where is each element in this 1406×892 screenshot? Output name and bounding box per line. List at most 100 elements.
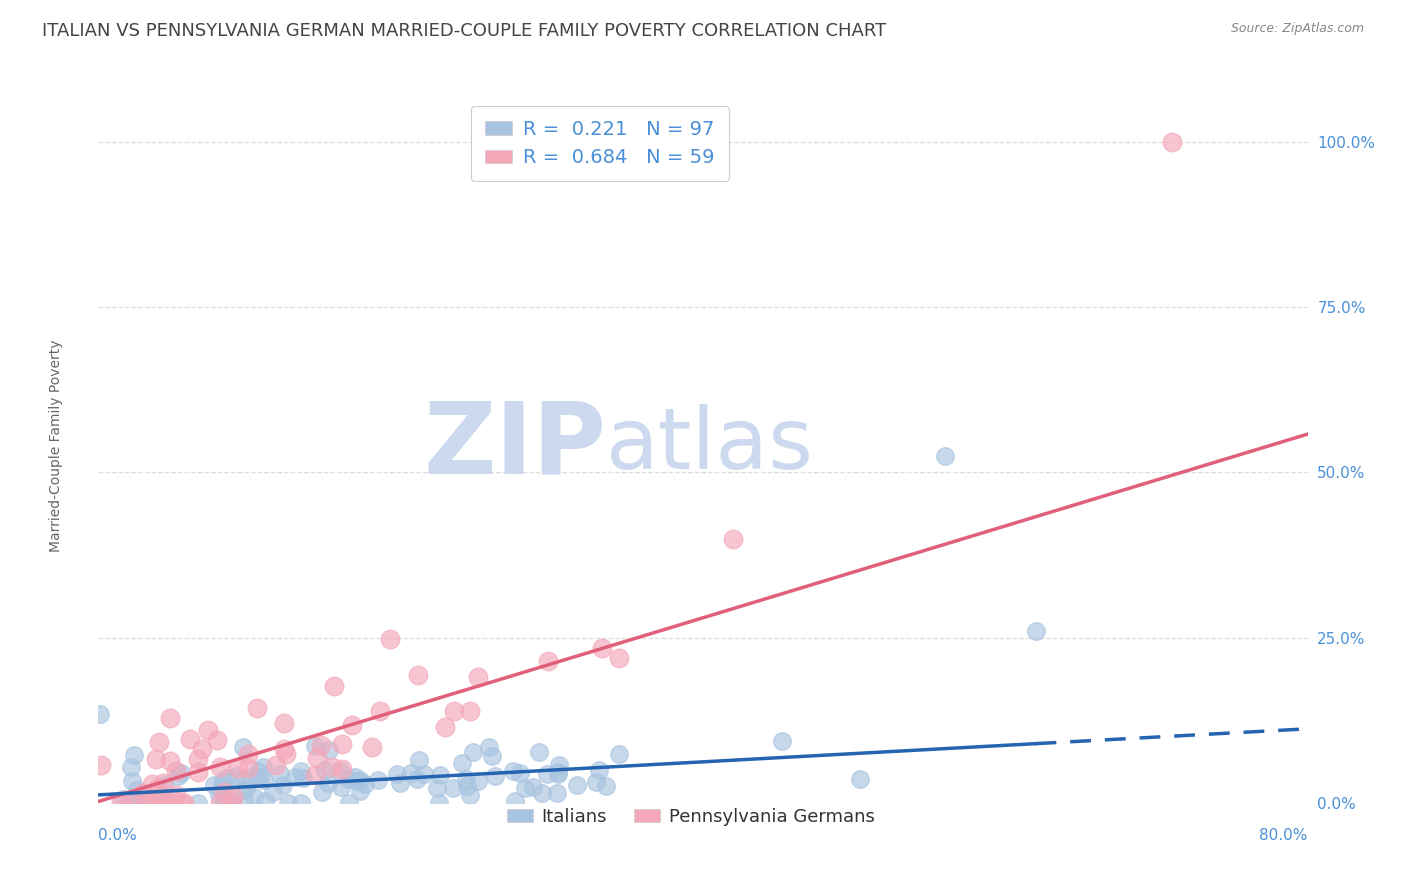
Point	[408, 753, 430, 767]
Point	[314, 763, 336, 777]
Point	[162, 791, 184, 805]
Point	[530, 786, 553, 800]
Point	[236, 747, 259, 762]
Point	[502, 764, 524, 779]
Point	[311, 785, 333, 799]
Point	[243, 789, 266, 804]
Point	[361, 740, 384, 755]
Point	[276, 747, 298, 761]
Point	[221, 796, 243, 810]
Point	[138, 796, 160, 810]
Point	[253, 773, 276, 788]
Point	[481, 749, 503, 764]
Point	[443, 704, 465, 718]
Point	[343, 770, 366, 784]
Point	[412, 766, 434, 780]
Point	[323, 679, 346, 693]
Point	[329, 764, 352, 778]
Point	[197, 723, 219, 738]
Point	[271, 778, 294, 792]
Point	[515, 781, 537, 796]
Point	[353, 777, 375, 791]
Point	[546, 786, 568, 800]
Point	[522, 780, 544, 794]
Point	[134, 792, 156, 806]
Point	[125, 782, 148, 797]
Point	[426, 781, 449, 796]
Point	[585, 774, 607, 789]
Point	[536, 767, 558, 781]
Point	[269, 766, 291, 780]
Point	[346, 774, 368, 789]
Point	[290, 796, 312, 810]
Point	[276, 796, 298, 810]
Point	[387, 766, 409, 780]
Point	[305, 751, 328, 765]
Point	[211, 779, 233, 793]
Point	[152, 796, 174, 810]
Point	[208, 760, 231, 774]
Point	[368, 704, 391, 718]
Point	[190, 741, 212, 756]
Point	[367, 772, 389, 787]
Point	[170, 766, 193, 780]
Point	[537, 654, 560, 668]
Point	[159, 711, 181, 725]
Point	[291, 771, 314, 785]
Point	[249, 770, 271, 784]
Point	[547, 765, 569, 780]
Point	[340, 718, 363, 732]
Point	[212, 773, 235, 788]
Point	[607, 747, 630, 761]
Point	[187, 796, 209, 810]
Point	[548, 758, 571, 772]
Text: Source: ZipAtlas.com: Source: ZipAtlas.com	[1230, 22, 1364, 36]
Point	[208, 796, 231, 810]
Point	[332, 762, 354, 776]
Point	[378, 632, 401, 647]
Point	[450, 756, 472, 770]
Point	[246, 764, 269, 778]
Point	[150, 789, 173, 804]
Point	[232, 783, 254, 797]
Point	[166, 768, 188, 782]
Text: 0.0%: 0.0%	[98, 828, 138, 843]
Point	[509, 766, 531, 780]
Point	[187, 764, 209, 779]
Point	[467, 774, 489, 789]
Point	[441, 781, 464, 796]
Text: atlas: atlas	[606, 404, 814, 488]
Point	[406, 772, 429, 786]
Point	[120, 759, 142, 773]
Point	[458, 704, 481, 718]
Point	[467, 671, 489, 685]
Point	[349, 773, 371, 788]
Point	[226, 769, 249, 783]
Point	[273, 742, 295, 756]
Point	[461, 746, 484, 760]
Point	[484, 769, 506, 783]
Text: ITALIAN VS PENNSYLVANIA GERMAN MARRIED-COUPLE FAMILY POVERTY CORRELATION CHART: ITALIAN VS PENNSYLVANIA GERMAN MARRIED-C…	[42, 22, 886, 40]
Point	[232, 795, 254, 809]
Point	[330, 737, 353, 751]
Point	[595, 779, 617, 793]
Point	[252, 760, 274, 774]
Point	[219, 793, 242, 807]
Point	[547, 766, 569, 780]
Point	[131, 796, 153, 810]
Point	[124, 747, 146, 762]
Point	[236, 761, 259, 775]
Point	[770, 734, 793, 748]
Point	[187, 752, 209, 766]
Point	[235, 781, 257, 796]
Point	[145, 752, 167, 766]
Point	[429, 768, 451, 782]
Point	[388, 776, 411, 790]
Point	[217, 796, 239, 810]
Point	[723, 532, 745, 546]
Point	[849, 772, 872, 786]
Point	[246, 701, 269, 715]
Point	[406, 667, 429, 681]
Text: ZIP: ZIP	[423, 398, 606, 494]
Point	[304, 739, 326, 753]
